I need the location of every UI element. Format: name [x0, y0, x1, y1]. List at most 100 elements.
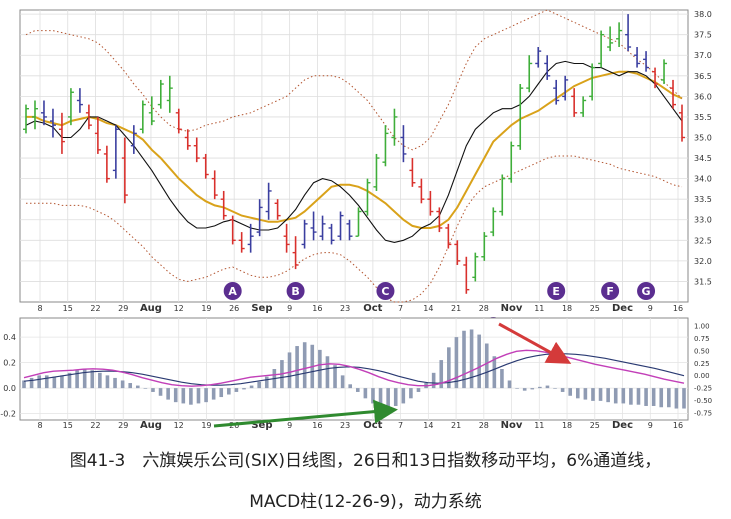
macd-date-label: 8: [37, 421, 42, 430]
macd-histogram-bar: [196, 388, 201, 404]
macd-histogram-bar: [29, 377, 34, 389]
price-date-label: 14: [423, 304, 433, 313]
macd-histogram-bar: [158, 388, 163, 396]
price-bar: [265, 182, 272, 220]
price-date-label: Dec: [612, 303, 633, 314]
macd-histogram-bar: [128, 383, 133, 389]
macd-histogram-bar: [545, 385, 550, 389]
macd-plot-frame: [19, 317, 689, 421]
price-bar: [598, 30, 605, 68]
macd-panel: 8152229Aug121926Sep91623Oct7142128Nov111…: [0, 317, 712, 431]
macd-date-label: 21: [451, 421, 461, 430]
macd-histogram-bar: [355, 388, 360, 392]
signal-marker-label: G: [642, 285, 651, 298]
macd-date-label: 9: [648, 421, 653, 430]
macd-histogram-bar: [500, 369, 504, 389]
signal-marker-label: C: [381, 285, 389, 298]
macd-histogram-bar: [515, 388, 519, 389]
macd-histogram-bar: [477, 334, 481, 389]
macd-histogram-bar: [340, 375, 345, 389]
price-bar: [94, 116, 101, 154]
price-date-label: 26: [229, 304, 239, 313]
macd-histogram-bar: [651, 388, 656, 406]
signal-marker: [637, 282, 656, 300]
price-bar: [670, 79, 677, 109]
price-tick-label: 36.5: [694, 72, 712, 81]
macd-left-tick: -0.2: [0, 410, 16, 419]
price-tick-label: 34.5: [694, 154, 712, 163]
price-date-label: Aug: [140, 303, 162, 314]
macd-histogram-bar: [439, 360, 444, 389]
price-date-label: 23: [340, 304, 350, 313]
price-bar: [346, 219, 353, 241]
macd-histogram-bar: [211, 388, 216, 400]
signal-marker-label: A: [228, 285, 237, 298]
macd-histogram-bar: [568, 388, 573, 396]
price-panel: 8 15 22 29 Aug 12 19 26 Sep 9 16 23 Oct 7 14 21 28 Nov 11 1…: [19, 9, 712, 335]
macd-histogram-bar: [257, 381, 261, 389]
price-bar: [211, 170, 218, 200]
price-bar: [220, 190, 227, 220]
macd-date-label: 25: [590, 421, 600, 430]
price-date-label: 15: [63, 304, 73, 313]
price-bar: [418, 178, 425, 204]
price-bar: [364, 178, 371, 216]
price-bar: [400, 125, 407, 163]
price-tick-label: 33.5: [694, 195, 712, 204]
macd-right-tick: 1.00: [694, 322, 710, 330]
price-bar: [85, 104, 92, 130]
price-bar: [661, 59, 668, 85]
macd-histogram-bar: [98, 372, 102, 389]
macd-histogram-bar: [575, 388, 580, 399]
macd-histogram-bar: [363, 388, 368, 399]
macd-histogram-bar: [60, 375, 64, 389]
macd-histogram-bar: [264, 376, 269, 389]
price-bar: [445, 223, 452, 249]
price-bar: [157, 79, 164, 109]
price-tick-label: 37.0: [694, 51, 712, 60]
macd-histogram-bar: [151, 388, 155, 392]
signal-marker: [547, 282, 566, 300]
signal-marker-label: E: [552, 285, 560, 298]
price-bar: [544, 55, 551, 80]
price-bar: [634, 47, 641, 68]
macd-histogram-bar: [105, 375, 110, 389]
macd-histogram-bar: [295, 346, 299, 389]
macd-histogram-bar: [416, 388, 421, 392]
macd-date-label: 14: [423, 421, 433, 430]
macd-histogram-bar: [591, 388, 595, 401]
price-date-label: 12: [174, 304, 184, 313]
price-bar: [391, 108, 398, 146]
price-bar: [337, 211, 344, 241]
macd-histogram-bar: [682, 388, 686, 409]
price-bar: [130, 125, 137, 154]
price-tick-label: 33.0: [694, 216, 712, 225]
macd-histogram-bar: [530, 388, 535, 390]
macd-histogram-bar: [469, 329, 474, 389]
macd-right-tick: 0.50: [694, 347, 710, 355]
price-date-label: 8: [37, 304, 42, 313]
macd-date-label: 23: [340, 421, 350, 430]
price-bar: [121, 137, 128, 204]
macd-histogram-bar: [409, 388, 413, 399]
macd-left-tick: 0.0: [3, 384, 16, 393]
macd-right-tick: -0.75: [694, 410, 712, 418]
price-tick-label: 32.5: [694, 236, 712, 245]
signal-marker: [286, 282, 305, 300]
macd-right-tick: 0.00: [694, 372, 710, 380]
figure-caption-line-2: MACD柱(12-26-9)，动力系统: [249, 492, 482, 512]
chart-figure: 8 15 22 29 Aug 12 19 26 Sep 9 16 23 Oct 7 14 21 28 Nov 11 1…: [0, 9, 712, 431]
macd-histogram-bar: [462, 330, 466, 389]
price-bar: [166, 75, 173, 113]
price-tick-label: 36.0: [694, 92, 712, 101]
macd-histogram-bar: [401, 388, 406, 404]
macd-histogram-bar: [234, 388, 239, 392]
price-bar: [76, 88, 83, 113]
macd-histogram-bar: [189, 388, 193, 405]
price-bar: [373, 153, 380, 191]
price-bar: [139, 100, 146, 134]
signal-marker-label: F: [606, 285, 614, 298]
macd-histogram-bar: [538, 386, 542, 389]
macd-histogram-bar: [302, 342, 307, 389]
bullish-divergence-arrow: [213, 399, 398, 428]
